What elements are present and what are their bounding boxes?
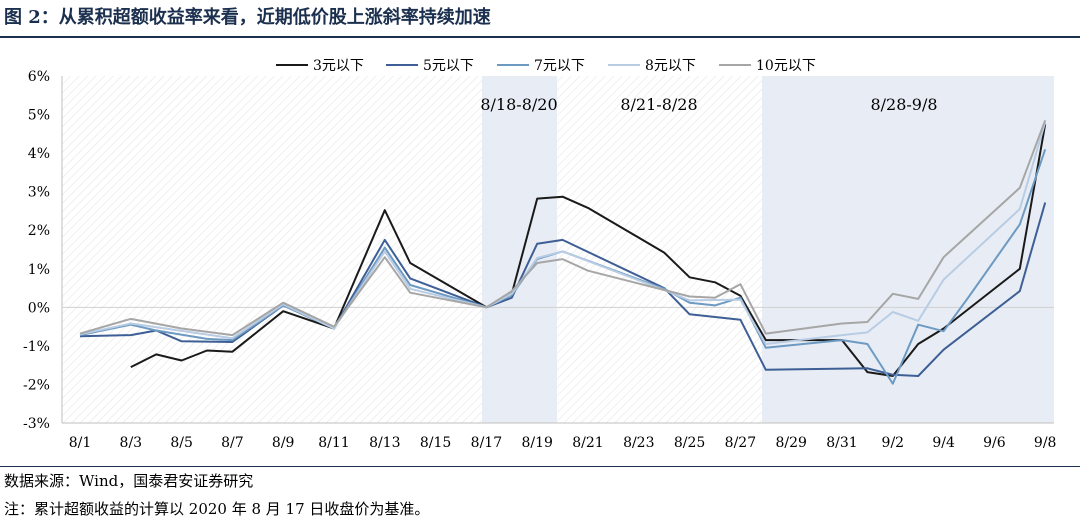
bottom-rule bbox=[0, 466, 1080, 467]
legend-label: 5元以下 bbox=[423, 58, 474, 74]
region-label: 8/18-8/20 bbox=[480, 95, 557, 114]
y-tick-label: -3% bbox=[23, 416, 50, 432]
source-note: 数据来源：Wind，国泰君安证券研究 bbox=[4, 472, 254, 490]
x-tick-label: 8/31 bbox=[826, 435, 857, 451]
y-tick-label: 1% bbox=[28, 262, 50, 278]
x-tick-label: 8/17 bbox=[471, 435, 502, 451]
x-tick-label: 8/25 bbox=[674, 435, 705, 451]
series-line bbox=[79, 119, 1047, 337]
x-tick-label: 8/1 bbox=[69, 435, 92, 451]
y-tick-label: 5% bbox=[28, 108, 50, 124]
series-line bbox=[79, 202, 1047, 377]
shaded-region bbox=[762, 76, 1054, 423]
x-tick-label: 8/27 bbox=[725, 435, 756, 451]
x-tick-label: 8/5 bbox=[170, 435, 193, 451]
x-tick-label: 8/3 bbox=[120, 435, 143, 451]
region-label: 8/21-8/28 bbox=[620, 95, 697, 114]
x-tick-label: 8/7 bbox=[221, 435, 244, 451]
x-tick-label: 8/15 bbox=[420, 435, 451, 451]
x-tick-label: 9/2 bbox=[882, 435, 905, 451]
y-tick-label: 6% bbox=[28, 69, 50, 85]
top-rule bbox=[0, 36, 1080, 38]
figure-title: 图 2：从累积超额收益率来看，近期低价股上涨斜率持续加速 bbox=[4, 7, 491, 28]
region-label: 8/28-9/8 bbox=[870, 95, 937, 114]
x-tick-label: 9/4 bbox=[932, 435, 955, 451]
legend-label: 10元以下 bbox=[756, 58, 816, 74]
footnote: 注：累计超额收益的计算以 2020 年 8 月 17 日收盘价为基准。 bbox=[4, 500, 430, 518]
x-tick-label: 9/6 bbox=[983, 435, 1006, 451]
y-tick-label: 2% bbox=[28, 223, 50, 239]
x-tick-label: 8/13 bbox=[369, 435, 400, 451]
y-tick-label: 4% bbox=[28, 146, 50, 162]
legend-label: 3元以下 bbox=[313, 58, 364, 74]
legend-label: 8元以下 bbox=[645, 58, 696, 74]
x-tick-label: 8/23 bbox=[623, 435, 654, 451]
x-tick-label: 8/29 bbox=[775, 435, 806, 451]
x-tick-label: 8/9 bbox=[272, 435, 295, 451]
x-tick-label: 8/19 bbox=[521, 435, 552, 451]
legend-label: 7元以下 bbox=[534, 58, 585, 74]
series-line bbox=[79, 122, 1047, 345]
x-tick-label: 9/8 bbox=[1034, 435, 1057, 451]
line-chart: 8/18-8/20 8/21-8/28 8/28-9/8 -3% -2% -1% 0% 1%… bbox=[23, 58, 1057, 451]
x-tick-label: 8/21 bbox=[572, 435, 603, 451]
shaded-region bbox=[482, 76, 557, 423]
y-tick-label: -2% bbox=[23, 377, 50, 393]
y-tick-label: 0% bbox=[28, 300, 50, 316]
y-tick-label: 3% bbox=[28, 185, 50, 201]
x-tick-label: 8/11 bbox=[318, 435, 349, 451]
y-tick-label: -1% bbox=[23, 339, 50, 355]
